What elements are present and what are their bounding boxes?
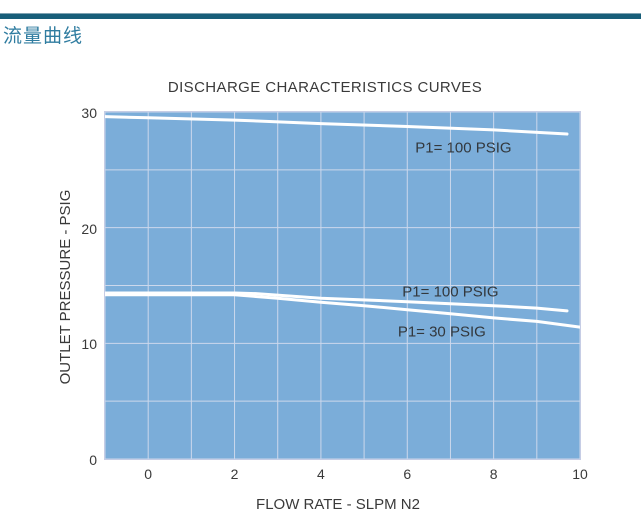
y-tick-label: 20 [81, 220, 97, 237]
plot-canvas [105, 112, 580, 459]
y-axis-label: OUTLET PRESSURE - PSIG [57, 189, 74, 385]
x-tick-label: 10 [572, 466, 588, 482]
curve [105, 115, 569, 136]
y-tick-label: 10 [81, 336, 97, 353]
curve-label: P1= 100 PSIG [402, 283, 499, 301]
x-tick-label: 8 [489, 466, 498, 482]
x-tick-label: 4 [317, 466, 325, 482]
y-tick-label: 30 [81, 105, 97, 121]
page-title: 流量曲线 [3, 26, 84, 47]
curve [105, 291, 569, 313]
header-rule [0, 13, 641, 19]
x-tick-label: 6 [403, 466, 412, 482]
chart-title: DISCHARGE CHARACTERISTICS CURVES [167, 79, 483, 96]
y-tick-label: 0 [89, 452, 97, 468]
curve-label: P1= 30 PSIG [397, 323, 486, 341]
curve [105, 293, 580, 329]
plot-area: P1= 100 PSIG P1= 100 PSIG P1= 30 PSIG [104, 111, 581, 460]
x-axis-label: FLOW RATE - SLPM N2 [256, 496, 420, 513]
x-tick-label: 0 [144, 466, 153, 482]
x-tick-label: 2 [230, 466, 239, 482]
curve-label: P1= 100 PSIG [415, 139, 512, 157]
